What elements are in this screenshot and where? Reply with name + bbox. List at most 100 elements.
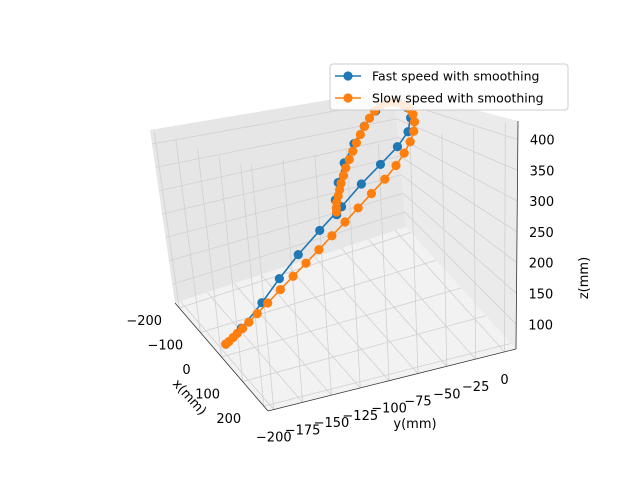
back-wall-pane	[150, 89, 406, 303]
y-tick-label: 0	[500, 373, 508, 388]
gridline	[153, 131, 180, 308]
y-axis-label: y(mm)	[393, 417, 436, 432]
axis-lines	[174, 120, 519, 412]
legend-label: Slow speed with smoothing	[372, 91, 544, 106]
floor-pane	[175, 227, 516, 411]
z-tick-label: 300	[529, 195, 554, 210]
gridline	[314, 256, 419, 374]
data-point	[355, 129, 365, 140]
x-tick-label: −200	[126, 314, 162, 329]
gridline	[175, 139, 201, 333]
data-point	[263, 298, 273, 308]
data-point	[293, 249, 303, 260]
gridline	[401, 174, 517, 264]
legend-marker	[343, 93, 353, 103]
gridline	[155, 118, 397, 168]
data-point	[301, 258, 311, 268]
data-point	[252, 309, 262, 319]
gridline	[221, 287, 462, 358]
gridline	[179, 232, 412, 309]
y-axis-line	[267, 348, 517, 412]
axis-panes	[150, 89, 518, 411]
x-tick-label: 100	[195, 388, 220, 403]
z-axis-label: z(mm)	[577, 257, 592, 299]
gridline	[473, 128, 477, 360]
legend-item-slow: Slow speed with smoothing	[335, 91, 544, 106]
x-tick-label: 200	[216, 412, 241, 427]
gridline	[263, 343, 512, 407]
gridline	[200, 259, 437, 333]
x-tick-label: 0	[182, 363, 190, 378]
gridline	[233, 283, 332, 396]
gridline	[504, 123, 506, 352]
gridline	[240, 164, 265, 407]
data-point	[288, 271, 298, 281]
gridline	[394, 230, 505, 353]
data-point	[351, 138, 362, 148]
y-tick-label: −200	[256, 431, 292, 446]
gridline	[396, 118, 518, 171]
data-point	[366, 188, 377, 199]
data-point	[409, 126, 419, 136]
data-point	[364, 113, 375, 123]
x-tick-label: −100	[148, 338, 184, 353]
gridline	[180, 300, 275, 410]
y-tick-label: −150	[314, 416, 350, 431]
gridline	[398, 137, 518, 202]
data-point	[338, 171, 349, 181]
data-point	[344, 154, 354, 165]
data-point	[275, 284, 285, 295]
data-point	[392, 142, 403, 152]
y-tick-label: −125	[342, 409, 378, 424]
data-point	[375, 159, 386, 170]
data-point	[348, 146, 358, 156]
data-point	[331, 207, 342, 217]
data-point	[274, 274, 284, 284]
data-point	[380, 174, 390, 184]
z-tick-label: 150	[528, 288, 553, 303]
x-axis-line	[174, 302, 269, 412]
gridline	[287, 265, 390, 381]
y-tick-label: −100	[371, 402, 407, 417]
z-tick-label: 400	[530, 133, 555, 148]
gridlines	[151, 99, 518, 410]
gridline	[282, 159, 304, 403]
gridline	[341, 247, 448, 367]
gridline	[404, 211, 517, 325]
y-tick-label: −175	[285, 423, 321, 438]
z-axis-line	[515, 120, 519, 350]
gridline	[314, 154, 332, 396]
y-tick-label: −75	[404, 395, 431, 410]
z-tick-label: 350	[530, 164, 555, 179]
data-point	[314, 245, 324, 255]
legend: Fast speed with smoothing Slow speed wit…	[329, 63, 569, 111]
data-point	[409, 117, 420, 127]
gridline	[402, 193, 517, 294]
data-point	[341, 163, 351, 173]
data-point	[405, 137, 415, 147]
side-wall-pane	[394, 89, 518, 349]
y-tick-label: −50	[433, 387, 460, 402]
gridline	[441, 133, 448, 367]
z-tick-label: 200	[529, 257, 554, 272]
legend-box	[329, 63, 569, 111]
data-point	[353, 203, 363, 213]
gridline	[172, 211, 405, 285]
gridline	[368, 239, 476, 360]
legend-item-fast: Fast speed with smoothing	[335, 69, 539, 84]
z-tick-label: 100	[528, 318, 553, 333]
gridline	[250, 164, 275, 410]
data-point	[244, 317, 254, 327]
data-point	[327, 231, 337, 241]
legend-marker	[343, 71, 353, 81]
data-point	[399, 148, 409, 158]
data-point	[359, 121, 370, 131]
gridline	[162, 155, 400, 215]
gridline	[218, 156, 244, 382]
gridline	[197, 147, 222, 358]
series-slow	[221, 97, 420, 349]
data-point	[356, 179, 366, 189]
